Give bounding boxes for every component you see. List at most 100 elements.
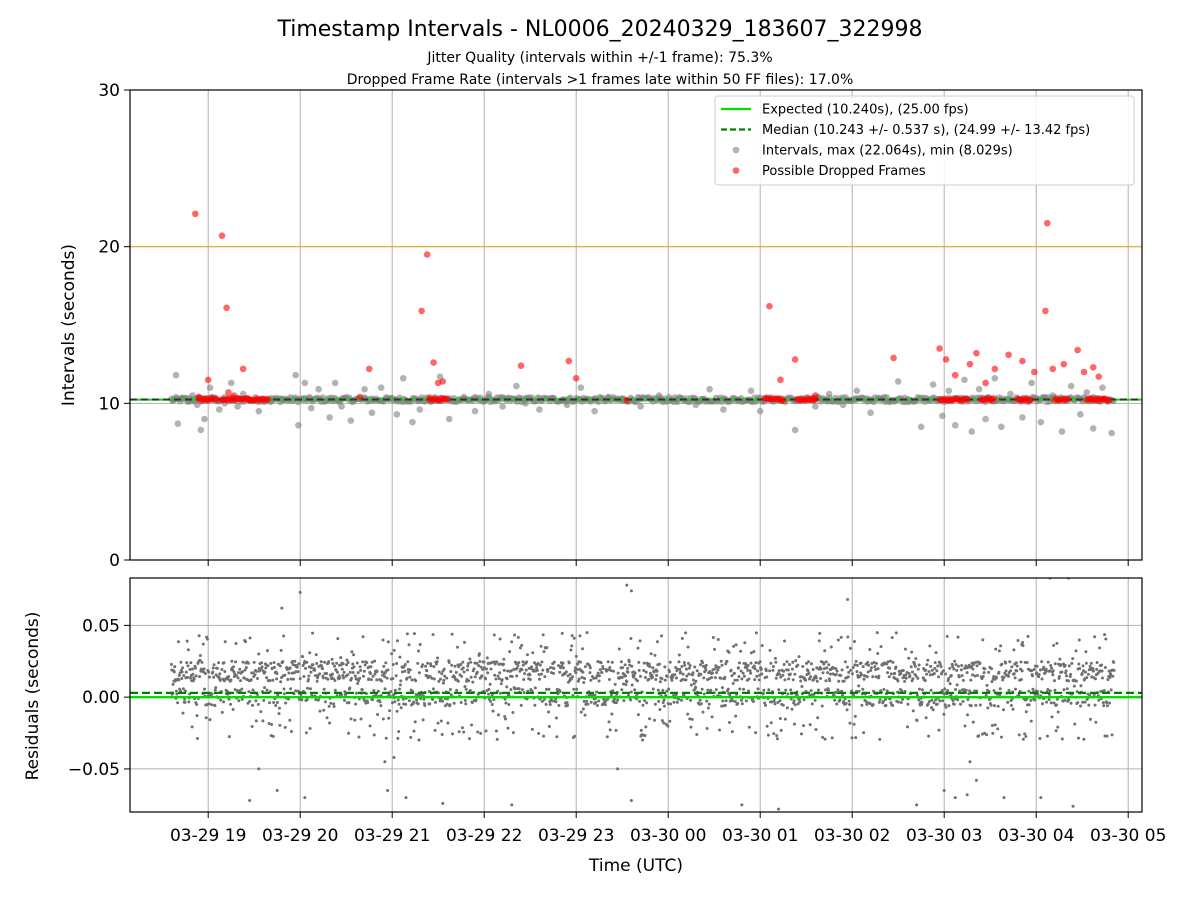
residual-point bbox=[1015, 664, 1019, 668]
residual-point bbox=[627, 660, 631, 664]
residual-point bbox=[498, 637, 502, 641]
residual-point bbox=[702, 676, 706, 680]
residual-point bbox=[1027, 703, 1031, 707]
residual-point bbox=[785, 660, 789, 664]
residual-point bbox=[569, 677, 573, 681]
residual-point bbox=[1059, 663, 1063, 667]
residual-point bbox=[1112, 660, 1116, 664]
residual-point bbox=[800, 732, 804, 736]
residual-point bbox=[878, 737, 882, 741]
residual-point bbox=[425, 669, 429, 673]
residual-point bbox=[745, 666, 749, 670]
residual-point bbox=[359, 717, 363, 721]
interval-point bbox=[295, 421, 302, 429]
residual-point bbox=[277, 712, 281, 716]
dropped-frame-point bbox=[991, 365, 999, 373]
residual-point bbox=[540, 672, 544, 676]
residual-point bbox=[392, 693, 396, 697]
residual-point bbox=[797, 655, 801, 659]
dropped-frame-point bbox=[192, 210, 199, 218]
residual-point bbox=[731, 699, 735, 703]
residual-point bbox=[668, 719, 672, 723]
residual-point bbox=[753, 667, 757, 671]
residual-point bbox=[348, 686, 352, 690]
residual-point bbox=[713, 667, 717, 671]
residual-point bbox=[412, 729, 416, 733]
residual-point bbox=[446, 721, 450, 725]
residual-point bbox=[975, 673, 979, 677]
residual-point bbox=[186, 664, 190, 668]
residual-point bbox=[929, 688, 933, 692]
residual-point bbox=[255, 669, 259, 673]
residual-point bbox=[508, 650, 512, 654]
residual-point bbox=[461, 666, 465, 670]
residual-point bbox=[785, 706, 789, 710]
residual-point bbox=[326, 677, 330, 681]
interval-point bbox=[894, 378, 902, 385]
residual-point bbox=[917, 687, 921, 691]
residual-point bbox=[323, 700, 327, 704]
residual-point bbox=[476, 730, 480, 734]
y-tick-label: 20 bbox=[98, 238, 120, 258]
residual-point bbox=[1001, 678, 1005, 682]
residual-point bbox=[605, 735, 609, 739]
residual-point bbox=[434, 662, 438, 666]
residual-point bbox=[809, 689, 813, 693]
residual-point bbox=[248, 699, 252, 703]
residual-point bbox=[495, 737, 499, 741]
residual-point bbox=[278, 723, 282, 727]
residual-point bbox=[603, 703, 607, 707]
residual-point bbox=[375, 678, 379, 682]
residual-point bbox=[487, 692, 491, 696]
residual-point bbox=[511, 731, 515, 735]
residual-point bbox=[1060, 737, 1064, 741]
residual-point bbox=[620, 676, 624, 680]
interval-point bbox=[522, 400, 529, 407]
residual-point bbox=[914, 674, 918, 678]
residual-point bbox=[997, 670, 1001, 674]
interval-point bbox=[591, 407, 598, 415]
residual-point bbox=[174, 689, 178, 693]
residual-point bbox=[234, 674, 238, 678]
residual-point bbox=[1039, 690, 1043, 694]
residual-point bbox=[535, 668, 539, 672]
residual-point bbox=[1002, 796, 1006, 800]
residual-point bbox=[361, 635, 365, 639]
residual-point bbox=[706, 706, 710, 710]
residual-point bbox=[484, 729, 488, 733]
residual-point bbox=[1048, 669, 1052, 673]
residual-point bbox=[821, 671, 825, 675]
residual-point bbox=[807, 671, 811, 675]
residual-point bbox=[547, 710, 551, 714]
residual-point bbox=[1086, 672, 1090, 676]
residual-point bbox=[328, 721, 332, 725]
residual-point bbox=[531, 651, 535, 655]
residual-point bbox=[1056, 710, 1060, 714]
residual-point bbox=[942, 692, 946, 696]
residual-point bbox=[395, 709, 399, 713]
residual-point bbox=[574, 654, 578, 658]
residual-point bbox=[544, 687, 548, 691]
residual-point bbox=[1083, 700, 1087, 704]
residual-point bbox=[667, 687, 671, 691]
x-tick-label: 03-29 21 bbox=[354, 826, 430, 846]
residual-point bbox=[737, 666, 741, 670]
residual-point bbox=[758, 660, 762, 664]
dropped-frame-point bbox=[990, 395, 998, 402]
interval-point bbox=[347, 417, 355, 424]
residual-point bbox=[1107, 669, 1111, 673]
residual-point bbox=[953, 659, 957, 663]
residual-point bbox=[783, 639, 787, 643]
residual-point bbox=[887, 675, 891, 679]
residual-point bbox=[681, 672, 685, 676]
residual-point bbox=[720, 704, 724, 708]
residual-point bbox=[513, 687, 517, 691]
residual-point bbox=[891, 704, 895, 708]
residual-point bbox=[1035, 664, 1039, 668]
residual-point bbox=[547, 724, 551, 728]
residual-point bbox=[822, 662, 826, 666]
residual-point bbox=[363, 699, 367, 703]
residual-point bbox=[698, 663, 702, 667]
legend: Expected (10.240s), (25.00 fps)Median (1… bbox=[714, 95, 1135, 186]
residual-point bbox=[1039, 796, 1043, 800]
